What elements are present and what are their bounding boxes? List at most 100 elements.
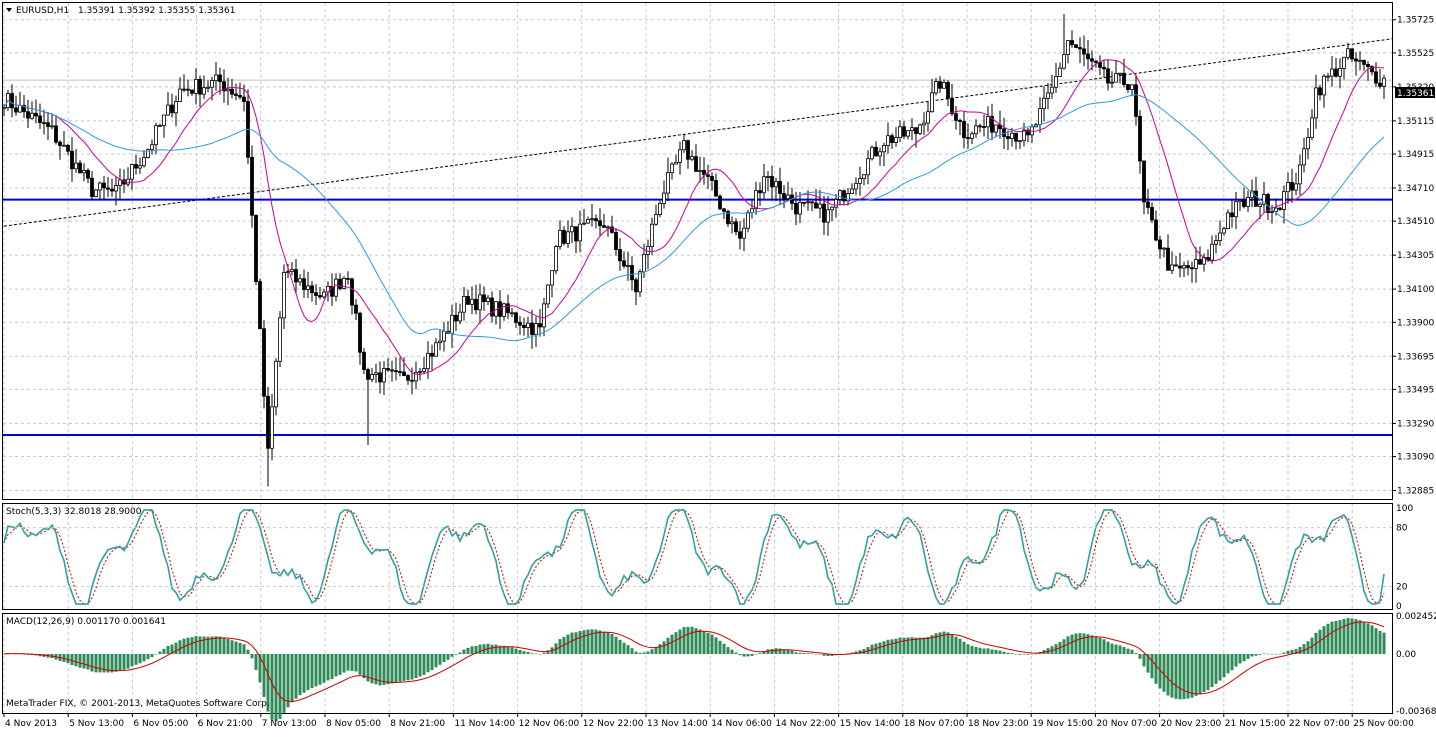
macd-bar <box>986 648 990 654</box>
candle-body <box>114 185 118 192</box>
macd-bar <box>314 653 318 687</box>
candle-body <box>854 182 858 190</box>
macd-bar <box>802 653 806 654</box>
macd-bar <box>594 629 598 654</box>
candle-body <box>582 222 586 225</box>
macd-bar <box>186 637 190 654</box>
macd-bar <box>170 644 174 654</box>
candle-body <box>690 156 694 160</box>
candle-body <box>342 277 346 289</box>
candle-body <box>514 312 518 323</box>
stoch-axis-label: 20 <box>1396 582 1408 592</box>
candle-body <box>1274 207 1278 212</box>
price-tick-label: 1.34710 <box>1397 184 1434 194</box>
candle-body <box>722 208 726 212</box>
candle-body <box>478 294 482 311</box>
macd-bar <box>602 631 606 654</box>
candle-body <box>1350 48 1354 60</box>
candle-body <box>1170 264 1174 271</box>
macd-bar <box>322 653 326 683</box>
candle-body <box>262 328 266 397</box>
candle-body <box>638 271 642 293</box>
candle-body <box>726 210 730 225</box>
candle-body <box>1146 201 1150 208</box>
macd-bar <box>1062 639 1066 654</box>
macd-bar <box>574 632 578 654</box>
current-price-label: 1.35361 <box>1397 89 1434 99</box>
candle-body <box>930 92 934 113</box>
macd-bar <box>678 629 682 654</box>
candle-body <box>554 246 558 272</box>
macd-bar <box>1022 653 1026 655</box>
macd-bar <box>282 653 286 713</box>
candle-body <box>674 161 678 165</box>
candle-body <box>1346 48 1350 58</box>
macd-bar <box>1290 650 1294 654</box>
macd-bar <box>954 636 958 654</box>
candle-body <box>1006 136 1010 139</box>
macd-bar <box>1166 653 1170 696</box>
macd-bar <box>1242 653 1246 662</box>
candle-body <box>658 203 662 215</box>
candle-body <box>1062 54 1066 69</box>
candle-body <box>1158 239 1162 250</box>
candle-body <box>586 218 590 224</box>
macd-bar <box>850 652 854 654</box>
price-tick-label: 1.34510 <box>1397 217 1434 227</box>
candle-body <box>34 112 38 117</box>
candle-body <box>946 82 950 99</box>
macd-bar <box>2 653 6 655</box>
candle-body <box>798 201 802 215</box>
candle-body <box>394 370 398 373</box>
macd-bar <box>1122 646 1126 654</box>
macd-bar <box>714 637 718 654</box>
candle-body <box>310 285 314 294</box>
macd-bar <box>634 651 638 654</box>
macd-bar <box>334 653 338 677</box>
macd-bar <box>898 637 902 654</box>
macd-bar <box>1326 623 1330 654</box>
candle-body <box>1242 199 1246 207</box>
candle-body <box>778 181 782 194</box>
candle-body <box>1198 259 1202 265</box>
macd-bar <box>426 653 430 673</box>
candle-body <box>270 406 274 449</box>
macd-bar <box>910 637 914 654</box>
macd-bar <box>806 653 810 654</box>
macd-bar <box>166 646 170 654</box>
candle-body <box>1266 194 1270 213</box>
macd-bar <box>1182 653 1186 700</box>
macd-bar <box>230 640 234 654</box>
candle-body <box>458 311 462 322</box>
macd-bar <box>1346 618 1350 654</box>
candle-body <box>1226 212 1230 229</box>
macd-bar <box>622 642 626 654</box>
candle-body <box>506 303 510 314</box>
support-lines[interactable] <box>3 38 1393 437</box>
macd-bar <box>254 653 258 670</box>
candle-body <box>1214 240 1218 245</box>
macd-bar <box>978 647 982 654</box>
macd-bar <box>1118 645 1122 654</box>
candle-body <box>1110 81 1114 84</box>
candle-body <box>1138 115 1142 162</box>
candle-body <box>370 374 374 380</box>
dropdown-triangle-icon[interactable] <box>6 8 12 12</box>
macd-bar <box>694 628 698 654</box>
candle-body <box>1114 73 1118 83</box>
macd-bar <box>366 653 370 682</box>
macd-bar <box>1262 653 1266 655</box>
macd-bar <box>102 653 106 673</box>
candle-body <box>22 104 26 113</box>
candle-body <box>1018 140 1022 143</box>
macd-bar <box>278 653 282 719</box>
macd-bar <box>882 641 886 654</box>
macd-bar <box>198 636 202 654</box>
macd-bar <box>466 647 470 654</box>
candle-body <box>1342 56 1346 69</box>
macd-bar <box>382 653 386 685</box>
candle-body <box>258 281 262 330</box>
macd-bar <box>938 632 942 654</box>
